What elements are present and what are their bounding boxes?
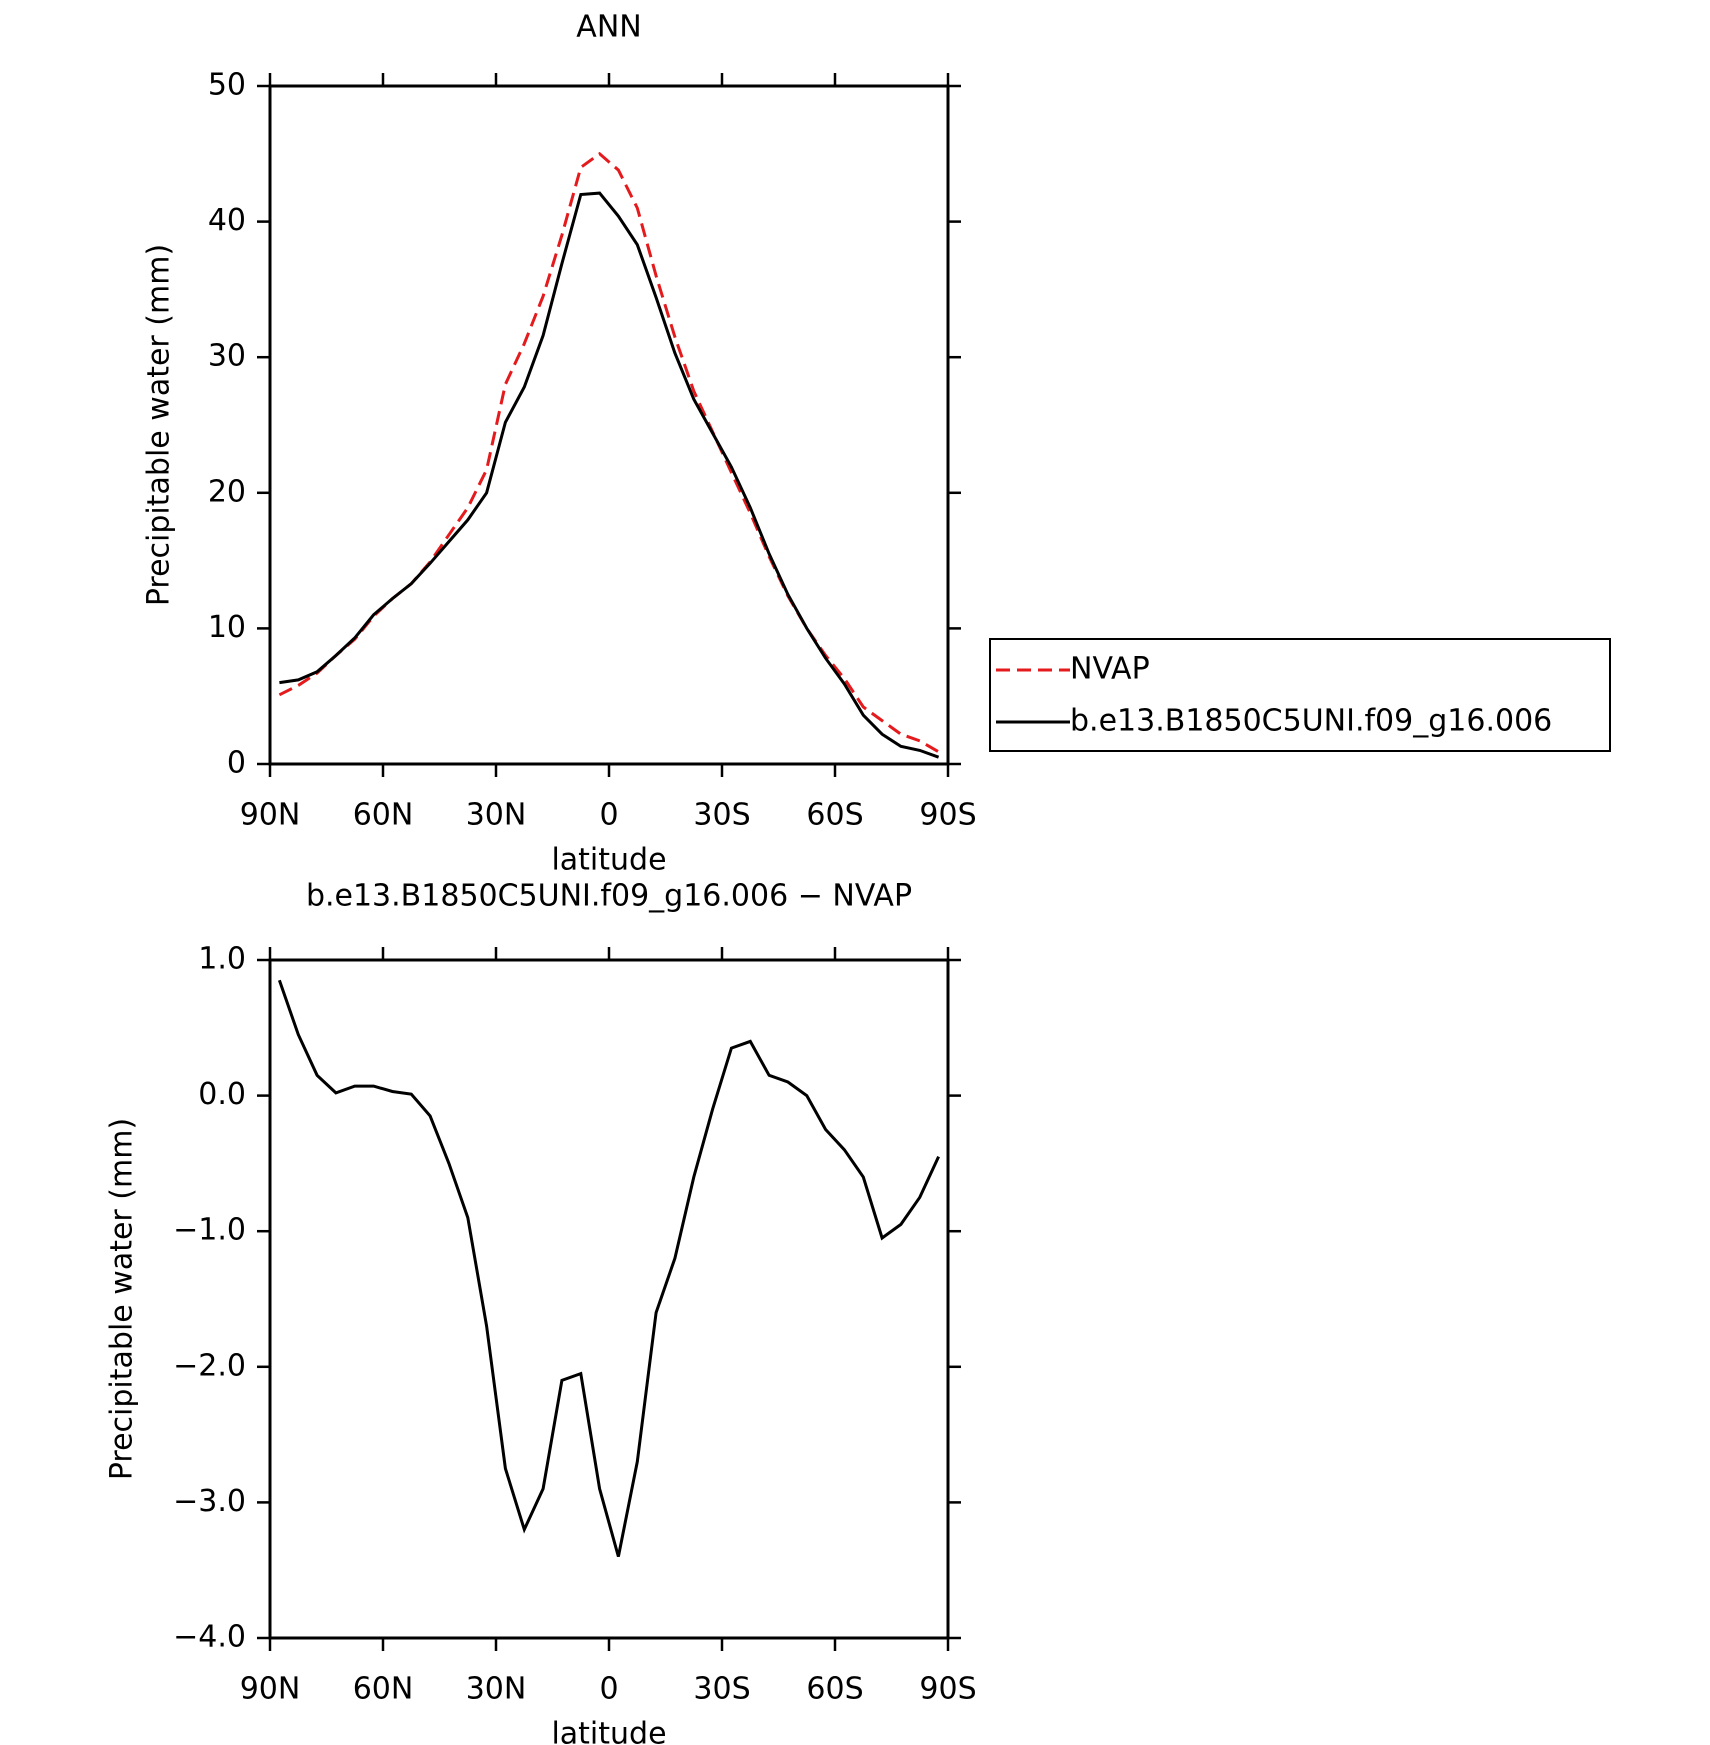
x-tick-label: 60S (806, 1672, 863, 1707)
plot-frame (268, 84, 950, 766)
y-tick-label: −4.0 (173, 1620, 246, 1655)
x-tick-label: 90N (240, 1672, 301, 1707)
x-axis-label: latitude (551, 1717, 666, 1745)
data-line (279, 191, 940, 759)
x-tick-label: 30N (466, 798, 527, 833)
x-tick-label: 60N (353, 798, 414, 833)
plot-frame (268, 958, 950, 1640)
y-tick-label: 30 (208, 339, 246, 374)
data-line (278, 151, 940, 754)
chart-title: b.e13.B1850C5UNI.f09_g16.006 − NVAP (306, 879, 912, 914)
legend-label: b.e13.B1850C5UNI.f09_g16.006 (1070, 704, 1552, 739)
x-tick-label: 60N (353, 1672, 414, 1707)
y-tick-label: 20 (208, 474, 246, 509)
y-tick-label: 50 (208, 68, 246, 103)
y-tick-label: 40 (208, 203, 246, 238)
x-tick-label: 0 (599, 798, 618, 833)
x-tick-label: 0 (599, 1672, 618, 1707)
data-line (277, 979, 940, 1558)
y-tick-label: 0 (227, 746, 246, 781)
x-tick-label: 60S (806, 798, 863, 833)
x-tick-label: 30S (693, 1672, 750, 1707)
legend-box (989, 638, 1611, 752)
chart-title: ANN (576, 10, 641, 45)
legend-label: NVAP (1070, 652, 1150, 687)
x-tick-label: 30N (466, 1672, 527, 1707)
y-axis-label: Precipitable water (mm) (105, 1118, 140, 1480)
y-tick-label: −1.0 (173, 1213, 246, 1248)
y-axis-label: Precipitable water (mm) (142, 244, 177, 606)
y-tick-label: 0.0 (198, 1077, 246, 1112)
x-tick-label: 90S (919, 798, 976, 833)
y-tick-label: −2.0 (173, 1348, 246, 1383)
y-tick-label: 10 (208, 610, 246, 645)
x-tick-label: 90S (919, 1672, 976, 1707)
x-tick-label: 90N (240, 798, 301, 833)
x-tick-label: 30S (693, 798, 750, 833)
y-tick-label: 1.0 (198, 942, 246, 977)
y-tick-label: −3.0 (173, 1484, 246, 1519)
x-axis-label: latitude (551, 843, 666, 878)
